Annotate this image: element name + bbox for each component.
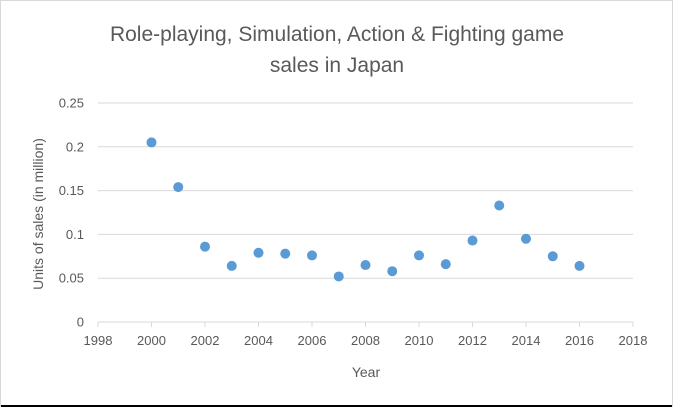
y-tick-label: 0.05: [59, 271, 84, 286]
data-point: [440, 259, 451, 270]
x-tick-label: 2014: [512, 333, 541, 348]
axes: [97, 321, 634, 327]
y-tick-label: 0.1: [66, 227, 84, 242]
x-tick-label: 2004: [244, 333, 273, 348]
data-point: [333, 271, 344, 282]
x-tick-label: 1998: [84, 333, 113, 348]
chart-title-line-2: sales in Japan: [270, 54, 404, 77]
data-point: [173, 182, 184, 193]
x-tick-label: 2012: [458, 333, 487, 348]
x-axis-title: Year: [352, 364, 381, 380]
x-tick-label: 2000: [137, 333, 166, 348]
x-tick-label: 2002: [191, 333, 220, 348]
x-tick-label: 2018: [619, 333, 648, 348]
y-axis-title: Units of sales (in million): [30, 138, 46, 290]
x-tick-label: 2008: [351, 333, 380, 348]
y-tick-labels: 0 0.05 0.1 0.15 0.2 0.25: [59, 96, 84, 330]
data-point: [226, 260, 237, 271]
chart-title-line-1: Role-playing, Simulation, Action & Fight…: [110, 23, 564, 46]
y-tick-label: 0.25: [59, 96, 84, 111]
y-tick-label: 0.2: [66, 139, 84, 154]
gridlines: [98, 102, 633, 279]
data-point: [467, 235, 478, 246]
y-tick-label: 0: [77, 315, 84, 330]
data-point: [521, 233, 531, 244]
data-point: [360, 260, 371, 271]
y-tick-label: 0.15: [59, 183, 84, 198]
x-tick-label: 2016: [565, 333, 594, 348]
x-tick-label: 2006: [298, 333, 327, 348]
data-point: [280, 248, 291, 259]
x-tick-label: 2010: [405, 333, 434, 348]
data-point: [387, 266, 398, 277]
data-points: [146, 137, 585, 282]
data-point: [200, 241, 210, 252]
data-point: [414, 250, 424, 261]
data-point: [574, 260, 585, 271]
x-tick-labels: 1998 2000 2002 2004 2006 2008 2010 2012 2014 2016…: [84, 333, 648, 348]
data-point: [494, 200, 505, 211]
data-point: [253, 247, 264, 258]
data-point: [307, 250, 317, 261]
data-point: [146, 137, 157, 148]
data-point: [547, 251, 558, 262]
